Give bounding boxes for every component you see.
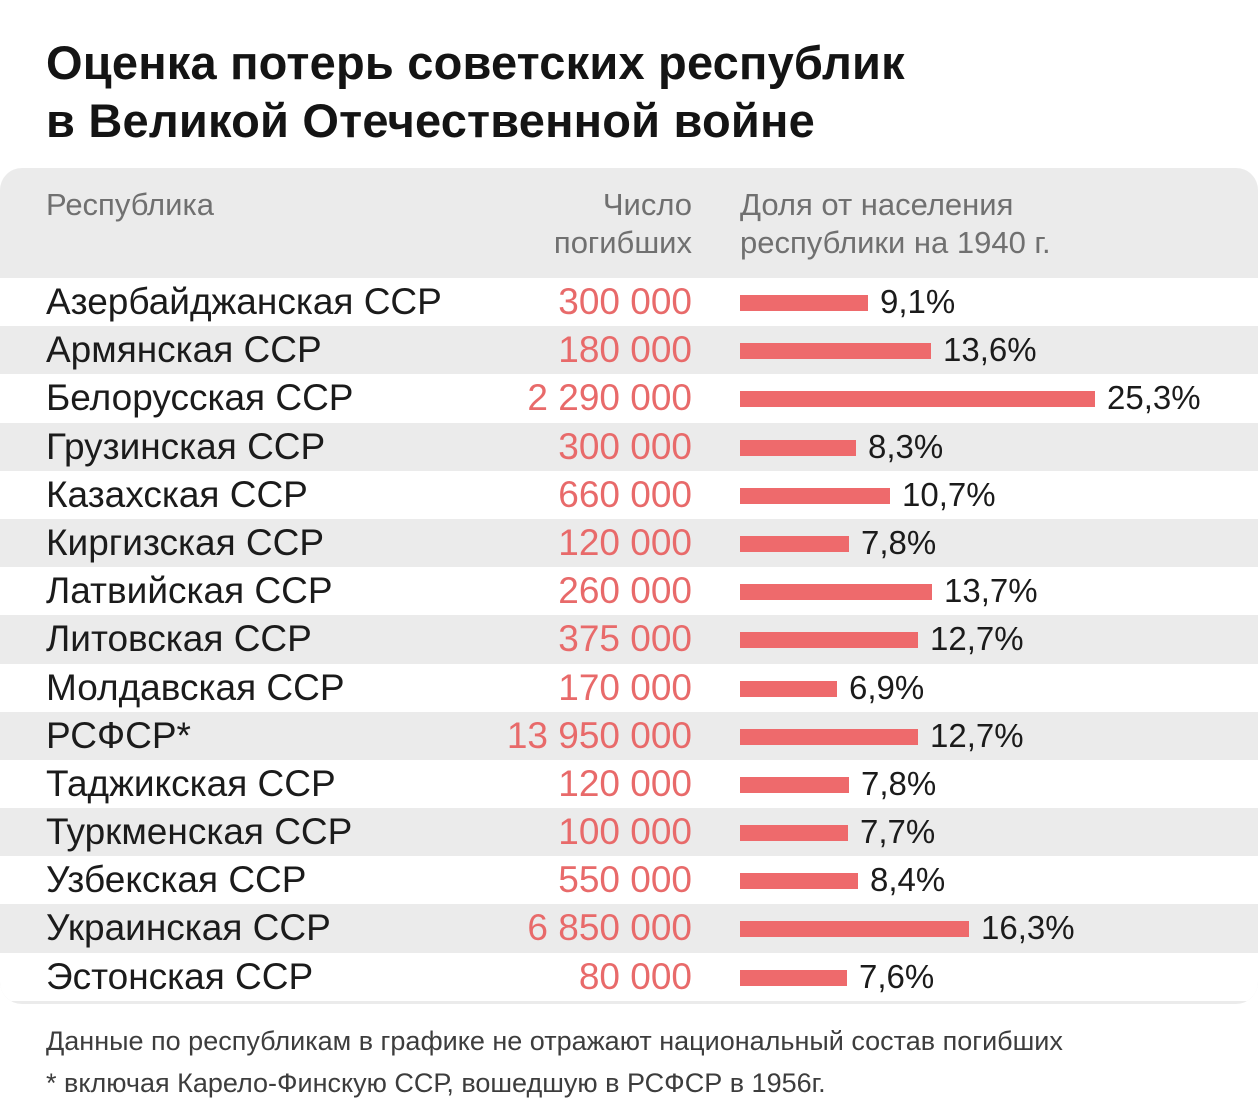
- deaths-value: 375 000: [558, 618, 692, 660]
- table-row: Казахская ССР 660 000 10,7%: [0, 470, 1258, 519]
- deaths-value: 13 950 000: [506, 714, 692, 756]
- republic-name: Таджикская ССР: [46, 762, 336, 804]
- table-row: Литовская ССР 375 000 12,7%: [0, 615, 1258, 664]
- share-label: 6,9%: [849, 668, 925, 706]
- share-bar: [740, 825, 848, 842]
- share-bar: [740, 535, 849, 552]
- table-row: Туркменская ССР 100 000 7,7%: [0, 808, 1258, 857]
- share-bar: [740, 921, 969, 938]
- deaths-value: 120 000: [558, 762, 692, 804]
- header-republic: Республика: [46, 187, 214, 222]
- share-bar: [740, 680, 837, 697]
- share-label: 12,7%: [930, 620, 1024, 658]
- share-label: 7,8%: [861, 523, 937, 561]
- deaths-value: 260 000: [558, 570, 692, 612]
- share-label: 12,7%: [930, 716, 1024, 754]
- share-bar: [740, 969, 847, 986]
- share-label: 16,3%: [981, 909, 1075, 947]
- share-label: 8,3%: [868, 427, 944, 465]
- share-label: 7,8%: [861, 764, 937, 802]
- republic-name: Армянская ССР: [46, 329, 322, 371]
- republic-name: Латвийская ССР: [46, 570, 333, 612]
- republic-name: РСФСР*: [46, 714, 191, 756]
- table-row: Киргизская ССР 120 000 7,8%: [0, 518, 1258, 568]
- republic-name: Казахская ССР: [46, 473, 308, 515]
- republic-name: Украинская ССР: [46, 907, 331, 949]
- republic-name: Азербайджанская ССР: [46, 281, 442, 322]
- table-row: Украинская ССР 6 850 000 16,3%: [0, 904, 1258, 953]
- deaths-value: 660 000: [558, 473, 692, 515]
- table-row: РСФСР* 13 950 000 12,7%: [0, 711, 1258, 760]
- footer-note: Данные по республикам в графике не отраж…: [46, 1026, 1063, 1056]
- share-label: 7,7%: [860, 813, 936, 851]
- deaths-value: 300 000: [558, 281, 692, 322]
- table-header: Республика Число погибших Доля от населе…: [0, 168, 1258, 278]
- deaths-value: 120 000: [558, 521, 692, 563]
- share-bar: [740, 584, 932, 601]
- table-panel: Республика Число погибших Доля от населе…: [0, 168, 1258, 1004]
- deaths-value: 6 850 000: [527, 907, 692, 949]
- footer: Данные по республикам в графике не отраж…: [46, 1020, 1236, 1104]
- republic-name: Туркменская ССР: [46, 811, 353, 853]
- share-bar: [740, 728, 918, 745]
- share-label: 8,4%: [870, 861, 946, 899]
- header-deaths: Число погибших: [553, 187, 692, 260]
- share-bar: [740, 295, 868, 311]
- table-row: Таджикская ССР 120 000 7,8%: [0, 759, 1258, 809]
- table-row: Узбекская ССР 550 000 8,4%: [0, 856, 1258, 905]
- deaths-value: 170 000: [558, 666, 692, 708]
- share-bar: [740, 776, 849, 793]
- share-label: 10,7%: [902, 475, 996, 513]
- table-row: Молдавская ССР 170 000 6,9%: [0, 663, 1258, 712]
- republic-name: Литовская ССР: [46, 618, 312, 660]
- share-label: 13,6%: [943, 331, 1037, 369]
- republic-name: Киргизская ССР: [46, 521, 325, 563]
- footer-footnote: * включая Карело-Финскую ССР, вошедшую в…: [46, 1068, 826, 1098]
- deaths-value: 300 000: [558, 425, 692, 467]
- republic-name: Молдавская ССР: [46, 666, 345, 708]
- deaths-value: 80 000: [578, 955, 692, 997]
- table-row: Белорусская ССР 2 290 000 25,3%: [0, 374, 1258, 423]
- table-body: Азербайджанская ССР 300 000 9,1% Армянская …: [0, 278, 1258, 1001]
- header-share: Доля от населения республики на 1940 г.: [740, 187, 1051, 260]
- deaths-value: 100 000: [558, 811, 692, 853]
- deaths-value: 550 000: [558, 859, 692, 901]
- table-row: Армянская ССР 180 000 13,6%: [0, 326, 1258, 375]
- republic-name: Эстонская ССР: [46, 955, 314, 997]
- share-label: 13,7%: [944, 572, 1038, 610]
- table-row: Азербайджанская ССР 300 000 9,1%: [0, 278, 1258, 327]
- share-label: 9,1%: [880, 283, 956, 320]
- table-row: Эстонская ССР 80 000 7,6%: [0, 952, 1258, 1001]
- republic-name: Грузинская ССР: [46, 425, 326, 467]
- share-bar: [740, 632, 918, 649]
- republic-name: Белорусская ССР: [46, 377, 354, 419]
- chart-title: Оценка потерь советских республик в Вели…: [46, 36, 905, 147]
- table-row: Грузинская ССР 300 000 8,3%: [0, 422, 1258, 471]
- deaths-value: 180 000: [558, 329, 692, 371]
- share-bar: [740, 873, 858, 890]
- share-bar: [740, 487, 890, 504]
- share-bar: [740, 343, 931, 360]
- share-bar: [740, 391, 1095, 408]
- republic-name: Узбекская ССР: [46, 859, 307, 901]
- share-label: 25,3%: [1107, 379, 1201, 417]
- share-label: 7,6%: [859, 957, 935, 995]
- share-bar: [740, 439, 856, 456]
- table-row: Латвийская ССР 260 000 13,7%: [0, 567, 1258, 616]
- deaths-value: 2 290 000: [527, 377, 692, 419]
